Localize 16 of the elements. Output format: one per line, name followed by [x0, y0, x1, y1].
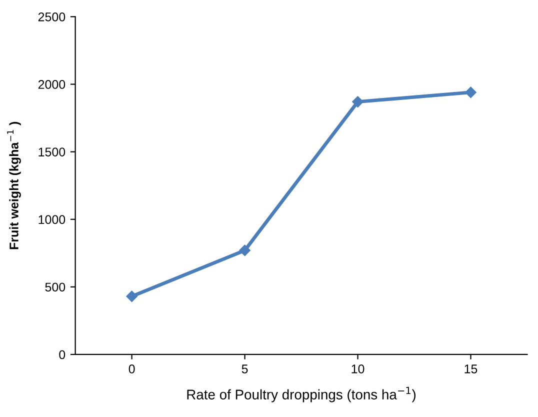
y-tick-label: 2500 — [38, 12, 66, 22]
point — [126, 290, 138, 302]
x-tick-label: 15 — [464, 364, 478, 374]
x-tick-label: 0 — [128, 364, 135, 374]
x-tick-label: 10 — [352, 364, 364, 374]
y-tick-label: 1500 — [38, 148, 66, 156]
point — [352, 96, 364, 108]
point — [239, 244, 250, 256]
y-tick-label: 1000 — [38, 215, 66, 224]
point — [465, 86, 476, 98]
y-tick-label: 2000 — [38, 80, 66, 89]
y-tick-label: 500 — [45, 282, 66, 292]
x-tick-label: 5 — [242, 364, 248, 374]
y-axis-title: Fruit weight (kgha$^{−1}$ ) — [7, 122, 21, 250]
y-tick-label: 0 — [59, 350, 66, 360]
x-axis-title: Rate of Poultry droppings (tons ha$^{−1}$) — [187, 386, 416, 402]
